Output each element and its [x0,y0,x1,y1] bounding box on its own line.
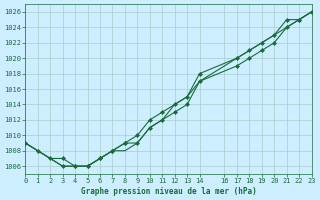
X-axis label: Graphe pression niveau de la mer (hPa): Graphe pression niveau de la mer (hPa) [81,187,256,196]
